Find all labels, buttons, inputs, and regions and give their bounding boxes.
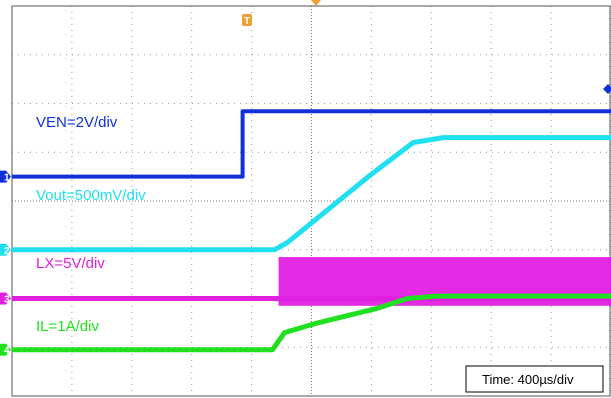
- channel-3-marker: [0, 292, 11, 305]
- timebase-label: Time: 400µs/div: [482, 372, 574, 387]
- trace-2: [12, 135, 611, 253]
- trace-labels: VEN=2V/div Vout=500mV/div LX=5V/div IL=1A/d…: [36, 114, 146, 335]
- trace-3-label: LX=5V/div: [36, 255, 105, 272]
- trigger-marker-label: T: [244, 16, 250, 27]
- channel-1-offset-marker: [603, 84, 611, 94]
- timebase-box: Time: 400µs/div: [465, 365, 604, 393]
- channel-3-marker-label: 3: [4, 295, 10, 306]
- plot-frame: [11, 5, 611, 397]
- channel-4-marker-label: 4: [4, 346, 10, 357]
- channel-2-marker: [0, 243, 11, 256]
- trace-1: [12, 109, 611, 179]
- trace-4: [12, 293, 611, 353]
- trace-4-label: IL=1A/div: [36, 318, 99, 335]
- channel-4-marker: [0, 343, 11, 356]
- graticule: [11, 5, 611, 397]
- trace-2-label: Vout=500mV/div: [36, 187, 146, 204]
- channel-2-marker-label: 2: [4, 246, 10, 257]
- trigger-position-marker: [311, 0, 321, 6]
- channel-1-marker: [0, 170, 11, 183]
- channel-1-marker-label: 1: [4, 173, 10, 184]
- traces: [12, 109, 611, 353]
- trace-1-label: VEN=2V/div: [36, 114, 118, 131]
- trigger-marker: T: [242, 14, 252, 27]
- channel-markers: 1 2 3 4: [0, 0, 611, 357]
